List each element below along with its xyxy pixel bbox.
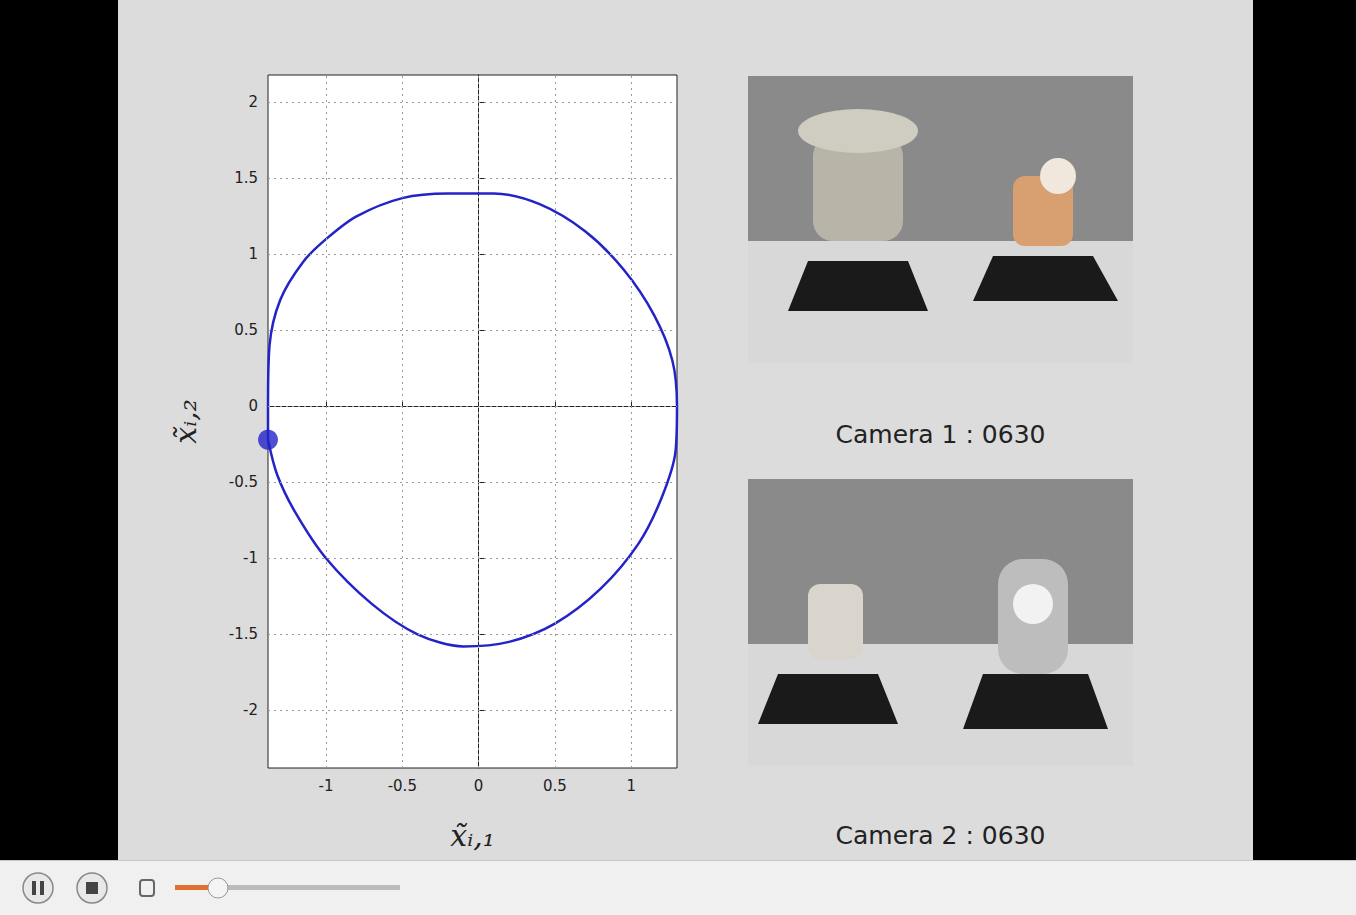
svg-text:-1.5: -1.5 (229, 625, 258, 643)
svg-text:0: 0 (248, 397, 258, 415)
svg-text:0: 0 (474, 777, 484, 795)
svg-text:x̃ᵢ,₁: x̃ᵢ,₁ (450, 818, 495, 853)
svg-text:-0.5: -0.5 (388, 777, 417, 795)
html-text:Camera 1 : 0630: Camera 1 : 0630 (835, 420, 1046, 449)
svg-text:1: 1 (626, 777, 636, 795)
svg-text:-1: -1 (319, 777, 334, 795)
svg-text:1.5: 1.5 (234, 169, 258, 187)
svg-text:-1: -1 (243, 549, 258, 567)
svg-text:-2: -2 (243, 701, 258, 719)
svg-text:0.5: 0.5 (543, 777, 567, 795)
svg-text:0.5: 0.5 (234, 321, 258, 339)
svg-text:1: 1 (248, 245, 258, 263)
html-text:Camera 2 : 0630: Camera 2 : 0630 (835, 821, 1046, 850)
svg-text:2: 2 (248, 93, 258, 111)
svg-text:x̃ᵢ,₂: x̃ᵢ,₂ (168, 399, 203, 444)
svg-text:-0.5: -0.5 (229, 473, 258, 491)
